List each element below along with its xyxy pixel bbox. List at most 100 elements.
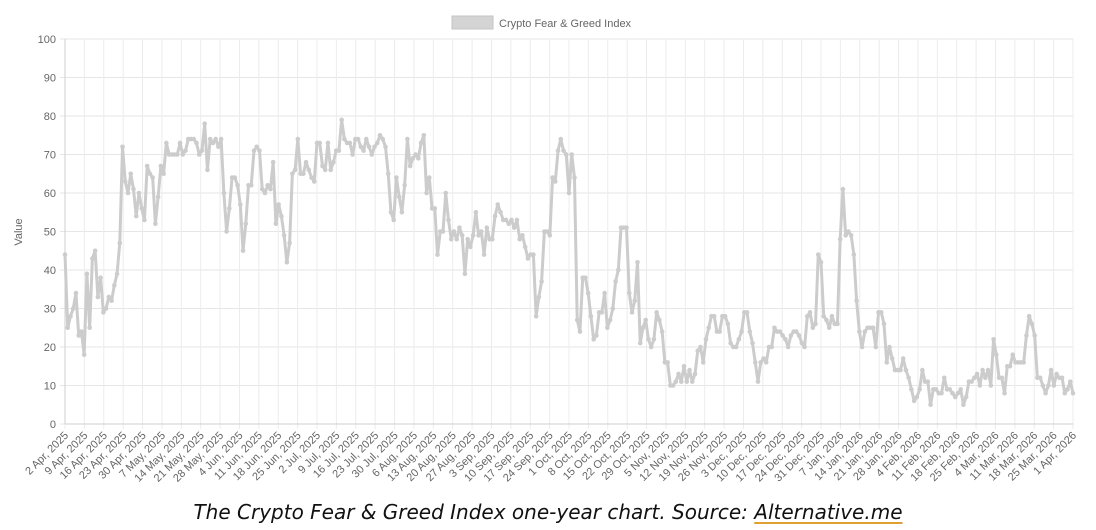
data-point[interactable] — [509, 217, 514, 223]
data-point[interactable] — [687, 367, 692, 373]
data-point[interactable] — [325, 140, 331, 146]
data-point[interactable] — [870, 325, 876, 331]
data-point[interactable] — [802, 344, 807, 350]
data-point[interactable] — [369, 152, 375, 157]
data-point[interactable] — [711, 313, 717, 319]
data-point[interactable] — [769, 344, 774, 350]
data-point[interactable] — [364, 136, 369, 142]
data-point[interactable] — [432, 206, 438, 211]
data-point[interactable] — [799, 340, 805, 346]
data-point[interactable] — [1010, 352, 1016, 358]
data-point[interactable] — [859, 344, 865, 350]
data-point[interactable] — [251, 148, 257, 153]
data-point[interactable] — [703, 337, 709, 342]
data-point[interactable] — [216, 144, 221, 150]
data-point[interactable] — [994, 352, 999, 358]
data-point[interactable] — [815, 252, 821, 257]
data-point[interactable] — [974, 371, 980, 377]
data-point[interactable] — [498, 209, 503, 215]
data-point[interactable] — [884, 360, 890, 365]
data-point[interactable] — [700, 360, 706, 365]
data-point[interactable] — [999, 375, 1005, 381]
data-point[interactable] — [739, 329, 744, 334]
data-point[interactable] — [218, 136, 224, 142]
data-point[interactable] — [544, 229, 550, 234]
data-point[interactable] — [911, 398, 917, 404]
data-point[interactable] — [268, 186, 273, 192]
data-point[interactable] — [290, 171, 295, 177]
data-point[interactable] — [506, 221, 512, 227]
data-point[interactable] — [684, 379, 690, 384]
data-point[interactable] — [780, 333, 785, 338]
data-point[interactable] — [410, 156, 416, 161]
data-point[interactable] — [651, 337, 657, 342]
data-point[interactable] — [65, 325, 71, 331]
data-point[interactable] — [468, 244, 473, 250]
data-point[interactable] — [681, 363, 687, 369]
data-point[interactable] — [92, 248, 98, 254]
data-point[interactable] — [991, 337, 996, 342]
data-point[interactable] — [155, 194, 161, 200]
data-point[interactable] — [388, 209, 394, 215]
data-point[interactable] — [385, 171, 391, 177]
data-point[interactable] — [101, 310, 106, 315]
data-point[interactable] — [273, 221, 279, 227]
data-point[interactable] — [826, 325, 832, 331]
data-point[interactable] — [503, 217, 509, 223]
data-point[interactable] — [459, 233, 465, 238]
data-point[interactable] — [824, 317, 829, 323]
data-point[interactable] — [210, 140, 216, 146]
data-point[interactable] — [722, 313, 728, 319]
data-point[interactable] — [873, 344, 879, 350]
data-point[interactable] — [1026, 313, 1032, 319]
data-point[interactable] — [1029, 321, 1035, 327]
data-point[interactable] — [531, 252, 536, 257]
data-point[interactable] — [342, 136, 347, 142]
data-point[interactable] — [1070, 390, 1076, 396]
data-point[interactable] — [772, 325, 777, 331]
data-point[interactable] — [254, 144, 260, 150]
data-point[interactable] — [605, 325, 610, 331]
data-point[interactable] — [805, 313, 810, 319]
data-point[interactable] — [191, 136, 197, 142]
data-point[interactable] — [320, 163, 325, 169]
data-point[interactable] — [848, 233, 854, 238]
data-point[interactable] — [374, 140, 380, 146]
data-point[interactable] — [177, 140, 183, 146]
data-point[interactable] — [878, 310, 884, 315]
data-point[interactable] — [265, 183, 271, 188]
data-point[interactable] — [421, 132, 427, 138]
data-point[interactable] — [569, 152, 575, 157]
data-point[interactable] — [794, 329, 799, 334]
data-point[interactable] — [257, 148, 262, 153]
data-point[interactable] — [147, 171, 153, 177]
data-point[interactable] — [613, 279, 618, 284]
data-point[interactable] — [810, 325, 816, 331]
data-point[interactable] — [144, 163, 150, 169]
data-point[interactable] — [131, 186, 136, 192]
data-point[interactable] — [903, 367, 909, 373]
data-point[interactable] — [87, 325, 92, 331]
data-point[interactable] — [284, 260, 290, 265]
data-point[interactable] — [985, 367, 991, 373]
data-point[interactable] — [448, 236, 454, 242]
data-point[interactable] — [862, 329, 868, 334]
data-point[interactable] — [843, 233, 848, 238]
data-point[interactable] — [106, 294, 112, 300]
data-point[interactable] — [1002, 390, 1007, 396]
data-point[interactable] — [758, 360, 764, 365]
data-point[interactable] — [70, 306, 76, 311]
data-point[interactable] — [637, 340, 643, 346]
data-point[interactable] — [1065, 387, 1070, 392]
data-point[interactable] — [533, 313, 539, 319]
data-point[interactable] — [807, 310, 813, 315]
data-point[interactable] — [898, 367, 903, 373]
data-point[interactable] — [747, 329, 753, 334]
data-point[interactable] — [761, 356, 766, 361]
data-point[interactable] — [476, 233, 481, 238]
data-point[interactable] — [1051, 383, 1057, 388]
data-point[interactable] — [632, 298, 638, 304]
data-point[interactable] — [457, 225, 462, 230]
data-point[interactable] — [536, 294, 542, 300]
data-point[interactable] — [577, 329, 583, 334]
